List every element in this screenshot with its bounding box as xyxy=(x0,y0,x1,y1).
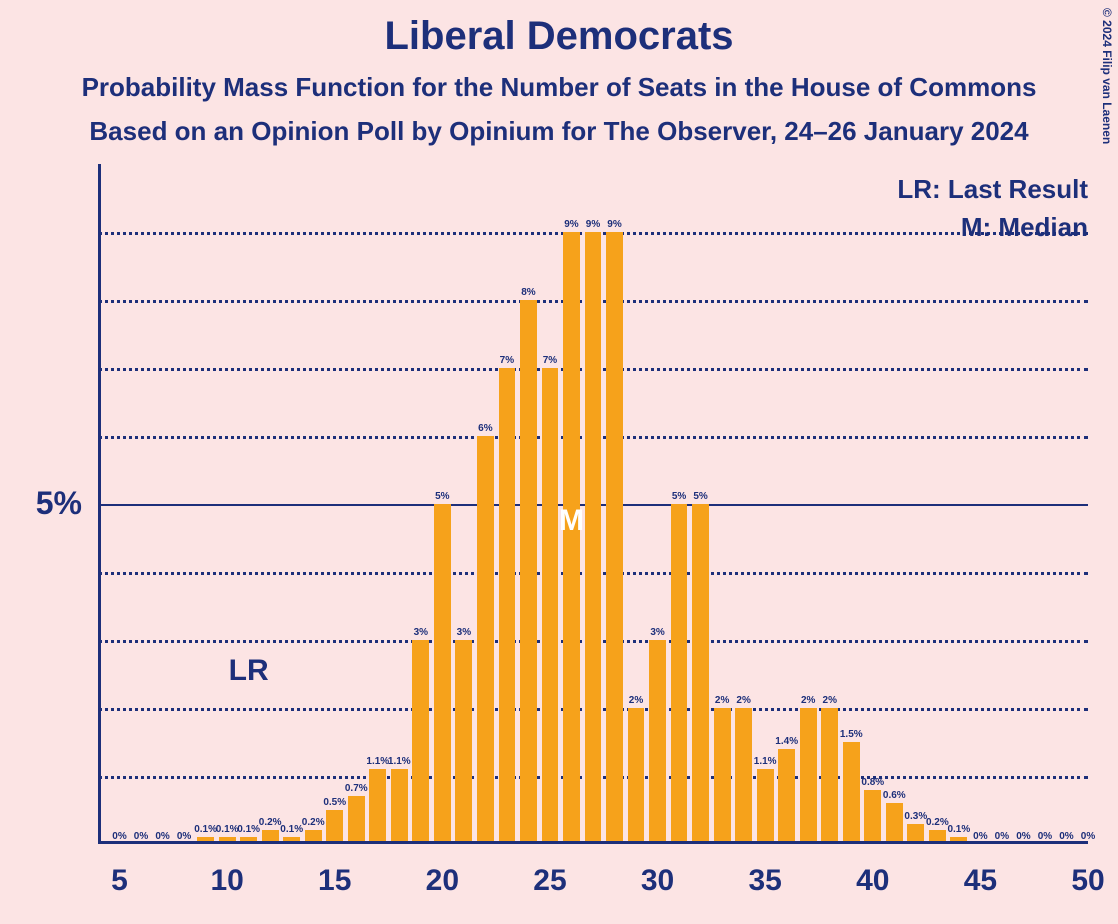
bar xyxy=(563,232,580,844)
bar xyxy=(348,796,365,844)
bar-value-label: 0.2% xyxy=(926,817,949,828)
bar xyxy=(692,504,709,844)
bar-value-label: 8% xyxy=(521,287,535,298)
bar-value-label: 0.2% xyxy=(302,817,325,828)
bar xyxy=(391,769,408,844)
legend-m: M: Median xyxy=(961,212,1088,243)
bar-value-label: 0.6% xyxy=(883,790,906,801)
bar xyxy=(542,368,559,844)
x-tick-label: 15 xyxy=(318,864,351,898)
bar xyxy=(864,790,881,844)
bar xyxy=(778,749,795,844)
x-tick-label: 45 xyxy=(964,864,997,898)
bar-value-label: 0.1% xyxy=(280,824,303,835)
y-axis-label: 5% xyxy=(0,485,82,522)
bar-value-label: 0.1% xyxy=(216,824,239,835)
bar-value-label: 2% xyxy=(801,695,815,706)
x-tick-label: 40 xyxy=(856,864,889,898)
x-tick-label: 35 xyxy=(748,864,781,898)
x-tick-label: 50 xyxy=(1071,864,1104,898)
bar-value-label: 0.1% xyxy=(194,824,217,835)
bar xyxy=(412,640,429,844)
bar-value-label: 0.1% xyxy=(237,824,260,835)
bar-value-label: 1.1% xyxy=(388,756,411,767)
x-tick-label: 10 xyxy=(210,864,243,898)
bar xyxy=(369,769,386,844)
x-tick-label: 25 xyxy=(533,864,566,898)
bar xyxy=(886,803,903,844)
plot-area: 0%0%0%0%0.1%0.1%0.1%0.2%0.1%0.2%0.5%0.7%… xyxy=(98,164,1088,844)
bar xyxy=(520,300,537,844)
bar-value-label: 2% xyxy=(629,695,643,706)
bar xyxy=(326,810,343,844)
bar-value-label: 9% xyxy=(607,219,621,230)
x-tick-label: 5 xyxy=(111,864,128,898)
chart-title: Liberal Democrats xyxy=(0,14,1118,59)
bar-value-label: 9% xyxy=(564,219,578,230)
bar xyxy=(628,708,645,844)
bar-value-label: 2% xyxy=(715,695,729,706)
marker-label: LR xyxy=(229,654,269,688)
bar-value-label: 1.5% xyxy=(840,729,863,740)
bar xyxy=(714,708,731,844)
bar-value-label: 5% xyxy=(435,491,449,502)
bar xyxy=(757,769,774,844)
bar xyxy=(800,708,817,844)
bar-value-label: 5% xyxy=(693,491,707,502)
bar xyxy=(585,232,602,844)
bar xyxy=(843,742,860,844)
bar-value-label: 0.2% xyxy=(259,817,282,828)
bar xyxy=(821,708,838,844)
bar-value-label: 3% xyxy=(414,627,428,638)
bar-value-label: 1.1% xyxy=(366,756,389,767)
bar xyxy=(606,232,623,844)
bar-value-label: 2% xyxy=(823,695,837,706)
bar-value-label: 7% xyxy=(500,355,514,366)
legend-lr: LR: Last Result xyxy=(897,174,1088,205)
x-axis xyxy=(98,841,1088,844)
bar-value-label: 0.3% xyxy=(904,811,927,822)
bar-value-label: 2% xyxy=(736,695,750,706)
bar-value-label: 1.4% xyxy=(775,736,798,747)
bar-value-label: 0.7% xyxy=(345,783,368,794)
bar-value-label: 5% xyxy=(672,491,686,502)
bar-value-label: 3% xyxy=(650,627,664,638)
bar xyxy=(735,708,752,844)
bar xyxy=(477,436,494,844)
bar-value-label: 3% xyxy=(457,627,471,638)
y-axis xyxy=(98,164,101,844)
bar-value-label: 0.5% xyxy=(323,797,346,808)
bar xyxy=(649,640,666,844)
chart-subtitle-1: Probability Mass Function for the Number… xyxy=(0,72,1118,103)
bar-value-label: 0.1% xyxy=(947,824,970,835)
bar-value-label: 1.1% xyxy=(754,756,777,767)
bar-value-label: 9% xyxy=(586,219,600,230)
bar xyxy=(434,504,451,844)
chart-subtitle-2: Based on an Opinion Poll by Opinium for … xyxy=(0,116,1118,147)
x-tick-label: 20 xyxy=(426,864,459,898)
x-tick-label: 30 xyxy=(641,864,674,898)
bar xyxy=(499,368,516,844)
bar-value-label: 6% xyxy=(478,423,492,434)
bar-value-label: 0.8% xyxy=(861,777,884,788)
bar xyxy=(455,640,472,844)
bar xyxy=(671,504,688,844)
bar-value-label: 7% xyxy=(543,355,557,366)
